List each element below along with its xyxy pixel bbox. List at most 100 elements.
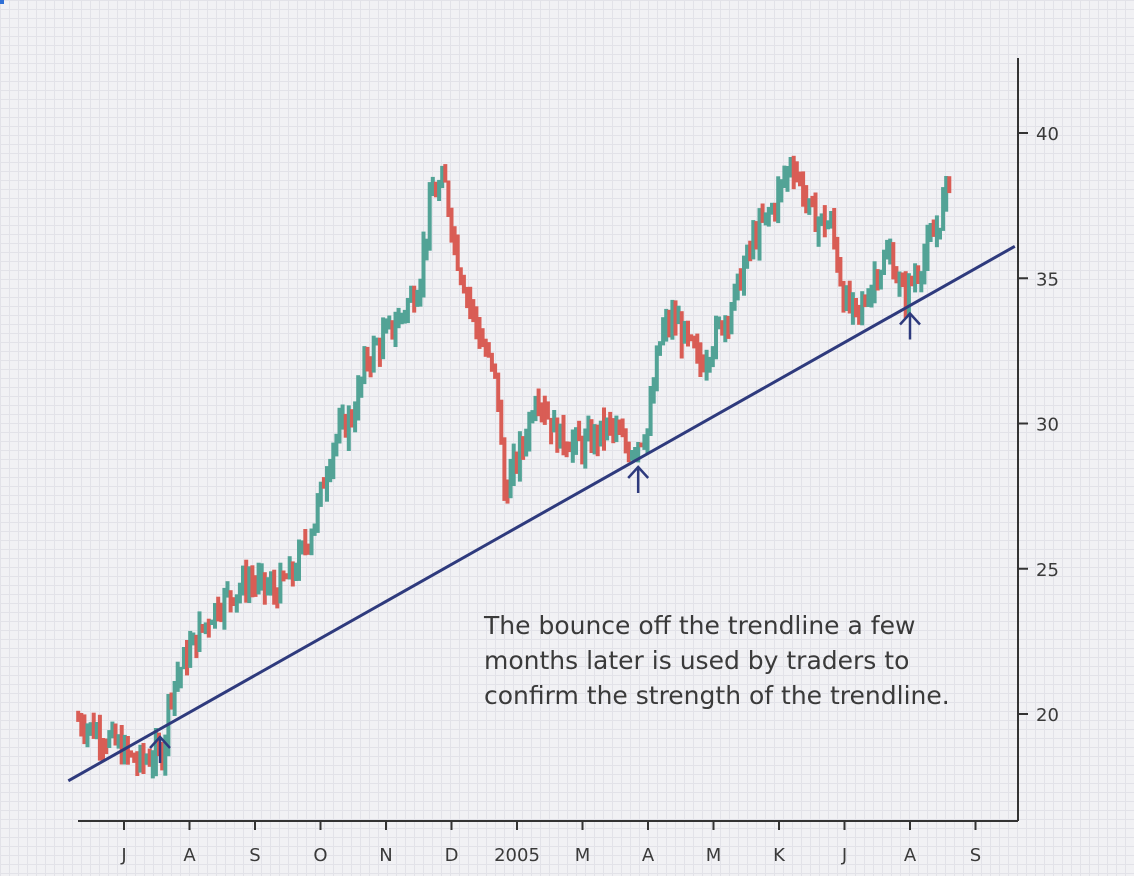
- x-tick-label: J: [841, 845, 847, 866]
- price-bar: [387, 315, 392, 330]
- y-tick-label: 25: [1036, 560, 1059, 581]
- price-bar: [903, 271, 908, 319]
- bounce-markers: [149, 311, 921, 764]
- price-bar: [673, 300, 678, 336]
- price-bar: [910, 275, 914, 287]
- price-bar: [253, 575, 258, 597]
- price-bar: [94, 722, 99, 740]
- price-bar: [402, 309, 407, 324]
- price-bar: [269, 571, 273, 596]
- price-bar: [309, 528, 314, 556]
- price-bar: [552, 410, 557, 433]
- price-bar: [85, 723, 90, 748]
- price-bar: [897, 271, 902, 297]
- x-tick-label: S: [970, 845, 981, 866]
- price-bar: [278, 562, 283, 604]
- price-bar: [642, 434, 647, 450]
- price-bar: [857, 304, 862, 325]
- x-tick-label: 2005: [494, 845, 540, 866]
- price-bar: [150, 750, 155, 779]
- price-bar: [493, 363, 498, 379]
- price-bar: [527, 411, 532, 452]
- x-tick-label: K: [773, 845, 786, 866]
- price-bar: [191, 632, 196, 646]
- price-bar: [913, 263, 918, 293]
- price-bar: [807, 198, 812, 215]
- price-bar: [433, 181, 438, 198]
- price-bar: [888, 238, 893, 265]
- x-tick-label: O: [313, 845, 327, 866]
- price-bar: [850, 292, 855, 325]
- price-bar: [707, 356, 712, 373]
- price-bar: [241, 565, 245, 596]
- price-bar: [763, 212, 768, 226]
- price-bar: [427, 182, 432, 251]
- price-bar: [449, 207, 454, 243]
- price-bar: [384, 318, 389, 334]
- price-bar: [343, 413, 348, 438]
- price-bar: [129, 750, 133, 758]
- price-bar: [835, 236, 840, 273]
- price-bar: [580, 435, 585, 465]
- price-bar: [819, 213, 824, 227]
- price-bar: [645, 428, 650, 454]
- price-bar: [925, 224, 930, 271]
- price-bar: [729, 302, 734, 335]
- price-bar: [91, 712, 96, 739]
- price-bar: [545, 401, 550, 420]
- price-bar: [234, 594, 239, 613]
- price-bar: [878, 269, 883, 290]
- price-bar: [346, 405, 351, 451]
- annotation-line: confirm the strength of the trendline.: [484, 681, 950, 710]
- price-bar: [592, 424, 597, 455]
- price-bar: [293, 562, 298, 581]
- price-bar: [371, 335, 376, 373]
- x-tick-label: A: [904, 845, 917, 866]
- bounce-arrow-icon: [627, 465, 650, 493]
- price-bar: [116, 734, 121, 749]
- price-bar: [760, 203, 765, 223]
- price-bar: [804, 185, 809, 214]
- price-bar: [79, 713, 84, 737]
- price-bar: [928, 223, 933, 242]
- price-bar: [938, 227, 942, 240]
- price-bar: [318, 481, 323, 507]
- price-bar: [259, 563, 264, 591]
- price-bar: [686, 320, 690, 347]
- price-bar: [723, 315, 728, 343]
- price-bar: [605, 417, 610, 441]
- price-bar: [549, 417, 554, 445]
- x-tick-label: N: [379, 845, 392, 866]
- price-bar: [437, 179, 442, 201]
- price-bar: [297, 539, 301, 581]
- price-bar: [337, 407, 342, 444]
- price-bar: [664, 308, 669, 342]
- price-bar: [393, 311, 398, 347]
- price-bar: [595, 424, 600, 457]
- price-bar: [636, 442, 641, 463]
- price-bar: [885, 239, 890, 260]
- price-bar: [306, 543, 311, 555]
- price-bar: [735, 273, 740, 301]
- price-bar: [648, 386, 653, 436]
- price-bar: [390, 320, 395, 340]
- price-bar: [225, 581, 230, 598]
- price-bar: [287, 556, 292, 580]
- price-bar: [916, 265, 921, 284]
- price-bar: [508, 458, 513, 499]
- price-bar: [505, 479, 510, 504]
- price-bar: [374, 337, 379, 346]
- price-bar: [651, 377, 656, 404]
- price-bar: [430, 176, 435, 196]
- price-bar: [511, 443, 516, 486]
- price-bar: [312, 523, 317, 536]
- price-bar: [869, 284, 874, 308]
- y-tick-label: 40: [1036, 124, 1059, 145]
- price-bar: [290, 561, 295, 587]
- price-bar: [614, 415, 619, 443]
- price-bar: [368, 356, 373, 378]
- price-bar: [714, 315, 718, 360]
- price-bar: [754, 221, 759, 250]
- price-bar: [144, 753, 149, 765]
- price-bar: [82, 714, 87, 745]
